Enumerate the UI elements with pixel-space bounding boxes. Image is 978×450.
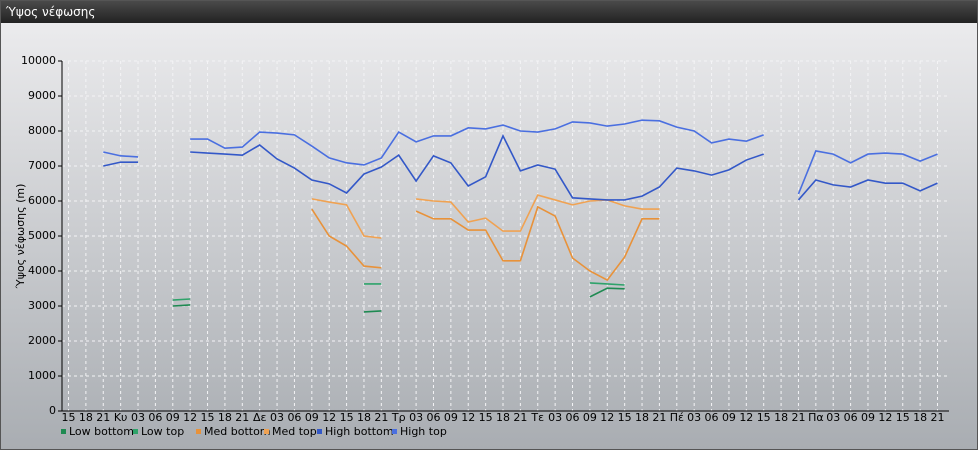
legend-swatch xyxy=(61,429,66,434)
x-tick-label: 21 xyxy=(791,411,805,424)
y-tick-label: 3000 xyxy=(28,299,56,312)
x-tick-label: 15 xyxy=(896,411,910,424)
x-tick-label: 09 xyxy=(583,411,597,424)
x-tick-label: Τε xyxy=(530,411,544,424)
series-line xyxy=(311,194,660,239)
x-tick-label: 18 xyxy=(218,411,232,424)
x-tick-label: 18 xyxy=(774,411,788,424)
x-tick-label: Πα xyxy=(808,411,824,424)
x-tick-label: 15 xyxy=(618,411,632,424)
x-tick-label: 18 xyxy=(79,411,93,424)
y-tick-label: 9000 xyxy=(28,89,56,102)
x-tick-label: 03 xyxy=(409,411,423,424)
x-tick-label: 18 xyxy=(913,411,927,424)
x-tick-label: 03 xyxy=(826,411,840,424)
x-tick-label: 06 xyxy=(566,411,580,424)
x-tick-label: Δε xyxy=(253,411,267,424)
x-tick-label: 21 xyxy=(235,411,249,424)
x-tick-label: 12 xyxy=(878,411,892,424)
y-tick-label: 2000 xyxy=(28,334,56,347)
x-tick-label: 15 xyxy=(479,411,493,424)
legend-label: Low bottom xyxy=(69,425,134,438)
x-tick-label: Κυ xyxy=(114,411,128,424)
x-tick-label: 09 xyxy=(722,411,736,424)
y-tick-label: 4000 xyxy=(28,264,56,277)
y-axis-label: Ύψος νέφωσης (m) xyxy=(14,184,27,290)
y-tick-label: 7000 xyxy=(28,159,56,172)
legend-swatch xyxy=(133,429,138,434)
y-tick-label: 8000 xyxy=(28,124,56,137)
x-tick-label: 12 xyxy=(461,411,475,424)
x-tick-label: Πέ xyxy=(670,411,684,424)
x-tick-label: 09 xyxy=(861,411,875,424)
x-tick-label: 15 xyxy=(340,411,354,424)
x-tick-label: 18 xyxy=(496,411,510,424)
x-tick-label: 03 xyxy=(687,411,701,424)
x-tick-label: 09 xyxy=(305,411,319,424)
x-tick-label: 18 xyxy=(635,411,649,424)
legend-label: High top xyxy=(400,425,447,438)
legend-label: Med top xyxy=(272,425,317,438)
x-tick-label: 21 xyxy=(96,411,110,424)
x-tick-label: 18 xyxy=(357,411,371,424)
legend-swatch xyxy=(392,429,397,434)
x-tick-label: 03 xyxy=(548,411,562,424)
chart: Ύψος νέφωσης (m) 15 18 21 Κυ 03 06 09 12 15 18 21 Δ… xyxy=(1,23,977,449)
legend-swatch xyxy=(317,429,322,434)
x-tick-label: 06 xyxy=(705,411,719,424)
y-tick-label: 0 xyxy=(49,404,56,417)
series-line xyxy=(103,119,938,195)
series-line xyxy=(172,287,625,313)
y-tick-label: 10000 xyxy=(21,54,56,67)
title-bar: Ύψος νέφωσης xyxy=(1,1,977,23)
legend-label: Low top xyxy=(141,425,184,438)
y-tick-label: 6000 xyxy=(28,194,56,207)
x-tick-label: 03 xyxy=(131,411,145,424)
x-tick-label: 15 xyxy=(201,411,215,424)
x-tick-label: 06 xyxy=(287,411,301,424)
x-tick-label: 21 xyxy=(374,411,388,424)
x-tick-label: 12 xyxy=(183,411,197,424)
x-tick-label: 12 xyxy=(739,411,753,424)
x-tick-label: 03 xyxy=(270,411,284,424)
x-tick-label: 09 xyxy=(444,411,458,424)
y-tick-label: 5000 xyxy=(28,229,56,242)
legend-swatch xyxy=(264,429,269,434)
x-tick-label: 21 xyxy=(931,411,945,424)
x-tick-label: 12 xyxy=(600,411,614,424)
x-tick-label: 06 xyxy=(426,411,440,424)
x-tick-label: 21 xyxy=(652,411,666,424)
series-line xyxy=(103,133,938,201)
legend-swatch xyxy=(196,429,201,434)
x-tick-label: 12 xyxy=(322,411,336,424)
legend-label: Med bottom xyxy=(204,425,271,438)
x-tick-label: 09 xyxy=(166,411,180,424)
x-tick-label: 06 xyxy=(148,411,162,424)
x-tick-label: Τρ xyxy=(391,411,406,424)
x-tick-label: 15 xyxy=(62,411,76,424)
x-tick-label: 15 xyxy=(757,411,771,424)
series-line xyxy=(311,205,660,282)
y-tick-label: 1000 xyxy=(28,369,56,382)
x-tick-label: 21 xyxy=(513,411,527,424)
series-line xyxy=(172,282,625,301)
x-tick-label: 06 xyxy=(844,411,858,424)
legend-label: High bottom xyxy=(325,425,394,438)
